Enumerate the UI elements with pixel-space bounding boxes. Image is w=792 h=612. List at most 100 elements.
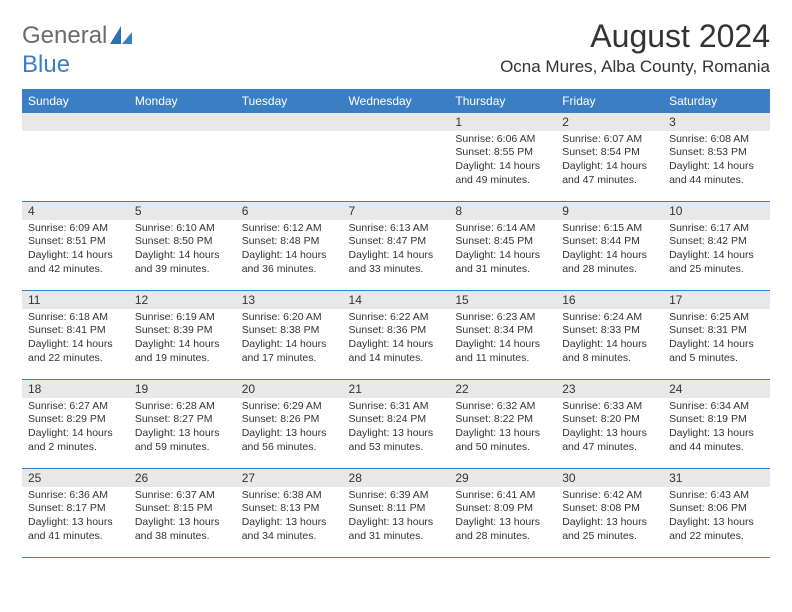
day-number: 13 — [236, 291, 343, 309]
calendar-cell: 9Sunrise: 6:15 AMSunset: 8:44 PMDaylight… — [556, 201, 663, 290]
day-content: Sunrise: 6:27 AMSunset: 8:29 PMDaylight:… — [22, 398, 129, 457]
day-number: 10 — [663, 202, 770, 220]
day-number: 15 — [449, 291, 556, 309]
calendar-cell — [129, 113, 236, 202]
calendar-week-row: 4Sunrise: 6:09 AMSunset: 8:51 PMDaylight… — [22, 201, 770, 290]
calendar-table: SundayMondayTuesdayWednesdayThursdayFrid… — [22, 89, 770, 558]
day-content: Sunrise: 6:24 AMSunset: 8:33 PMDaylight:… — [556, 309, 663, 368]
calendar-cell: 13Sunrise: 6:20 AMSunset: 8:38 PMDayligh… — [236, 290, 343, 379]
day-number: 26 — [129, 469, 236, 487]
calendar-cell: 30Sunrise: 6:42 AMSunset: 8:08 PMDayligh… — [556, 468, 663, 557]
day-content: Sunrise: 6:06 AMSunset: 8:55 PMDaylight:… — [449, 131, 556, 190]
day-content: Sunrise: 6:32 AMSunset: 8:22 PMDaylight:… — [449, 398, 556, 457]
calendar-week-row: 1Sunrise: 6:06 AMSunset: 8:55 PMDaylight… — [22, 113, 770, 202]
day-content: Sunrise: 6:42 AMSunset: 8:08 PMDaylight:… — [556, 487, 663, 546]
location: Ocna Mures, Alba County, Romania — [500, 57, 770, 77]
logo-general: General — [22, 22, 107, 49]
day-content: Sunrise: 6:08 AMSunset: 8:53 PMDaylight:… — [663, 131, 770, 190]
day-content: Sunrise: 6:34 AMSunset: 8:19 PMDaylight:… — [663, 398, 770, 457]
day-content: Sunrise: 6:22 AMSunset: 8:36 PMDaylight:… — [343, 309, 450, 368]
day-content: Sunrise: 6:43 AMSunset: 8:06 PMDaylight:… — [663, 487, 770, 546]
calendar-cell: 15Sunrise: 6:23 AMSunset: 8:34 PMDayligh… — [449, 290, 556, 379]
day-number: 18 — [22, 380, 129, 398]
day-number: 27 — [236, 469, 343, 487]
day-number: 1 — [449, 113, 556, 131]
calendar-cell: 19Sunrise: 6:28 AMSunset: 8:27 PMDayligh… — [129, 379, 236, 468]
calendar-cell: 31Sunrise: 6:43 AMSunset: 8:06 PMDayligh… — [663, 468, 770, 557]
day-number: 24 — [663, 380, 770, 398]
day-number: 17 — [663, 291, 770, 309]
calendar-header-row: SundayMondayTuesdayWednesdayThursdayFrid… — [22, 89, 770, 113]
calendar-cell: 29Sunrise: 6:41 AMSunset: 8:09 PMDayligh… — [449, 468, 556, 557]
calendar-cell: 24Sunrise: 6:34 AMSunset: 8:19 PMDayligh… — [663, 379, 770, 468]
day-number: 16 — [556, 291, 663, 309]
calendar-cell: 20Sunrise: 6:29 AMSunset: 8:26 PMDayligh… — [236, 379, 343, 468]
calendar-cell: 22Sunrise: 6:32 AMSunset: 8:22 PMDayligh… — [449, 379, 556, 468]
calendar-cell: 8Sunrise: 6:14 AMSunset: 8:45 PMDaylight… — [449, 201, 556, 290]
day-content: Sunrise: 6:17 AMSunset: 8:42 PMDaylight:… — [663, 220, 770, 279]
day-content: Sunrise: 6:14 AMSunset: 8:45 PMDaylight:… — [449, 220, 556, 279]
day-number: 29 — [449, 469, 556, 487]
day-number: 31 — [663, 469, 770, 487]
day-number: 20 — [236, 380, 343, 398]
calendar-cell: 2Sunrise: 6:07 AMSunset: 8:54 PMDaylight… — [556, 113, 663, 202]
day-number: 6 — [236, 202, 343, 220]
calendar-cell — [343, 113, 450, 202]
day-content: Sunrise: 6:12 AMSunset: 8:48 PMDaylight:… — [236, 220, 343, 279]
logo-sail-icon — [110, 23, 132, 51]
calendar-cell: 14Sunrise: 6:22 AMSunset: 8:36 PMDayligh… — [343, 290, 450, 379]
calendar-cell: 27Sunrise: 6:38 AMSunset: 8:13 PMDayligh… — [236, 468, 343, 557]
calendar-cell: 11Sunrise: 6:18 AMSunset: 8:41 PMDayligh… — [22, 290, 129, 379]
calendar-cell: 25Sunrise: 6:36 AMSunset: 8:17 PMDayligh… — [22, 468, 129, 557]
day-number: 22 — [449, 380, 556, 398]
day-content: Sunrise: 6:31 AMSunset: 8:24 PMDaylight:… — [343, 398, 450, 457]
day-number: 23 — [556, 380, 663, 398]
day-header: Friday — [556, 89, 663, 113]
calendar-cell: 6Sunrise: 6:12 AMSunset: 8:48 PMDaylight… — [236, 201, 343, 290]
empty-day-number — [236, 113, 343, 131]
calendar-cell: 18Sunrise: 6:27 AMSunset: 8:29 PMDayligh… — [22, 379, 129, 468]
day-number: 8 — [449, 202, 556, 220]
logo-blue: Blue — [22, 51, 70, 78]
day-content: Sunrise: 6:36 AMSunset: 8:17 PMDaylight:… — [22, 487, 129, 546]
day-number: 9 — [556, 202, 663, 220]
day-content: Sunrise: 6:41 AMSunset: 8:09 PMDaylight:… — [449, 487, 556, 546]
day-header: Monday — [129, 89, 236, 113]
logo-text: GeneralBlue — [22, 22, 132, 79]
empty-day-number — [129, 113, 236, 131]
calendar-cell — [22, 113, 129, 202]
calendar-cell — [236, 113, 343, 202]
calendar-cell: 23Sunrise: 6:33 AMSunset: 8:20 PMDayligh… — [556, 379, 663, 468]
calendar-cell: 1Sunrise: 6:06 AMSunset: 8:55 PMDaylight… — [449, 113, 556, 202]
calendar-week-row: 11Sunrise: 6:18 AMSunset: 8:41 PMDayligh… — [22, 290, 770, 379]
day-content: Sunrise: 6:28 AMSunset: 8:27 PMDaylight:… — [129, 398, 236, 457]
day-number: 2 — [556, 113, 663, 131]
day-number: 5 — [129, 202, 236, 220]
empty-day-number — [22, 113, 129, 131]
calendar-cell: 17Sunrise: 6:25 AMSunset: 8:31 PMDayligh… — [663, 290, 770, 379]
day-content: Sunrise: 6:20 AMSunset: 8:38 PMDaylight:… — [236, 309, 343, 368]
day-content: Sunrise: 6:07 AMSunset: 8:54 PMDaylight:… — [556, 131, 663, 190]
calendar-cell: 4Sunrise: 6:09 AMSunset: 8:51 PMDaylight… — [22, 201, 129, 290]
calendar-cell: 26Sunrise: 6:37 AMSunset: 8:15 PMDayligh… — [129, 468, 236, 557]
calendar-week-row: 25Sunrise: 6:36 AMSunset: 8:17 PMDayligh… — [22, 468, 770, 557]
calendar-cell: 21Sunrise: 6:31 AMSunset: 8:24 PMDayligh… — [343, 379, 450, 468]
day-header: Tuesday — [236, 89, 343, 113]
day-number: 28 — [343, 469, 450, 487]
day-number: 7 — [343, 202, 450, 220]
day-content: Sunrise: 6:15 AMSunset: 8:44 PMDaylight:… — [556, 220, 663, 279]
calendar-body: 1Sunrise: 6:06 AMSunset: 8:55 PMDaylight… — [22, 113, 770, 558]
day-number: 3 — [663, 113, 770, 131]
day-content: Sunrise: 6:38 AMSunset: 8:13 PMDaylight:… — [236, 487, 343, 546]
page-title: August 2024 — [500, 18, 770, 55]
day-content: Sunrise: 6:19 AMSunset: 8:39 PMDaylight:… — [129, 309, 236, 368]
day-header: Wednesday — [343, 89, 450, 113]
calendar-cell: 16Sunrise: 6:24 AMSunset: 8:33 PMDayligh… — [556, 290, 663, 379]
day-content: Sunrise: 6:09 AMSunset: 8:51 PMDaylight:… — [22, 220, 129, 279]
day-number: 14 — [343, 291, 450, 309]
empty-day-number — [343, 113, 450, 131]
day-content: Sunrise: 6:10 AMSunset: 8:50 PMDaylight:… — [129, 220, 236, 279]
day-number: 21 — [343, 380, 450, 398]
day-content: Sunrise: 6:23 AMSunset: 8:34 PMDaylight:… — [449, 309, 556, 368]
day-number: 11 — [22, 291, 129, 309]
